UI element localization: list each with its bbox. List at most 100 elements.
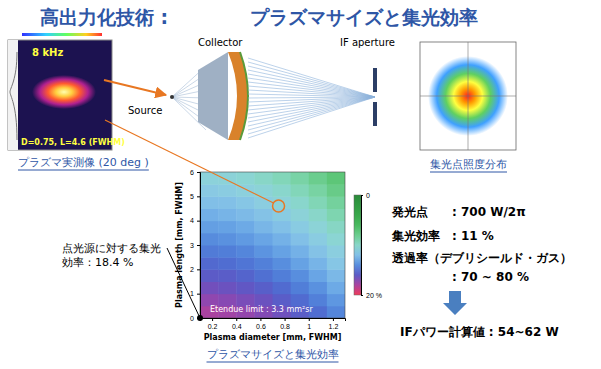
x-axis-line xyxy=(201,319,346,322)
plasma-caption: プラズマ実測像 (20 deg ) xyxy=(18,156,149,169)
y-axis-tick-label: 2 xyxy=(190,266,194,273)
heatmap-cell xyxy=(291,172,310,185)
heatmap-cell xyxy=(236,221,255,234)
y-axis-tick-label: 0 xyxy=(190,315,194,322)
heatmap-cell xyxy=(327,196,345,209)
y-axis-tick-label: 4 xyxy=(190,217,194,224)
heatmap-cell xyxy=(291,196,310,209)
colorbar xyxy=(354,195,361,295)
x-axis-tick-mark xyxy=(212,318,213,321)
y-axis-tick-mark xyxy=(197,269,200,270)
aperture-top xyxy=(373,68,377,92)
heatmap-cell xyxy=(309,196,328,209)
plasma-caption-underline xyxy=(18,170,149,171)
x-axis-tick-label: 0.8 xyxy=(280,323,290,330)
source-label: Source xyxy=(128,105,162,116)
heatmap-cell xyxy=(291,221,310,234)
heatmap-cell xyxy=(236,282,255,295)
x-axis-tick: 0.2 xyxy=(208,318,218,330)
x-axis-title: Plasma diameter [mm, FWHM] xyxy=(204,333,342,342)
chart: 0.20.40.60.811.20123456Plasma diameter [… xyxy=(175,169,382,362)
heatmap-cell xyxy=(273,233,292,246)
heatmap-cell xyxy=(291,209,310,222)
heatmap-cell xyxy=(218,282,237,295)
plasma-frame xyxy=(8,40,112,150)
y-axis: 0123456 xyxy=(190,169,200,322)
focus-ray xyxy=(248,97,375,138)
heatmap-cell xyxy=(273,221,292,234)
aperture-label: IF aperture xyxy=(340,37,395,48)
heatmap-cell xyxy=(254,257,273,270)
heatmap-cell xyxy=(218,172,237,185)
y-axis-tick: 1 xyxy=(190,290,200,297)
heatmap-cell xyxy=(200,245,219,258)
chart-title: プラズマサイズと集光効率 xyxy=(207,348,339,361)
focus-caption: 集光点照度分布 xyxy=(430,158,507,171)
focus-ray xyxy=(248,94,375,97)
y-axis-tick-mark xyxy=(197,196,200,197)
heatmap-cell xyxy=(291,257,310,270)
chart-title-underline xyxy=(207,362,339,363)
title-right: プラズマサイズと集光効率 xyxy=(250,6,478,28)
heatmap-cell xyxy=(309,184,328,197)
heatmap-cell xyxy=(309,245,328,258)
note-line: 効率：18.4 % xyxy=(62,256,133,269)
heatmap-cell xyxy=(254,209,273,222)
heatmap-cell xyxy=(200,269,219,282)
heatmap-cell xyxy=(273,196,292,209)
plasma-profile-curve xyxy=(10,52,17,140)
y-axis-tick-label: 5 xyxy=(190,193,194,200)
title-left: 高出力化技術 : xyxy=(40,6,168,28)
heatmap-cell xyxy=(273,184,292,197)
note-line: 点光源に対する集光 xyxy=(62,242,161,255)
plasma-to-source-arrow xyxy=(104,80,166,95)
plasma-blob xyxy=(32,75,96,109)
heatmap-cell xyxy=(236,257,255,270)
collector-rim xyxy=(240,52,248,140)
x-axis-tick-label: 0.6 xyxy=(256,323,266,330)
heatmap-cell xyxy=(309,172,328,185)
x-axis-tick: 1 xyxy=(307,318,311,330)
heatmap-cell xyxy=(254,172,273,185)
x-axis-tick: 1.2 xyxy=(329,318,339,330)
colorbar-axis-line xyxy=(362,196,364,296)
focus-image xyxy=(420,42,516,150)
focus-ray xyxy=(248,78,375,97)
heatmap-cell xyxy=(327,245,345,258)
focus-ray xyxy=(248,82,375,97)
heatmap-cell xyxy=(273,269,292,282)
focus-ray xyxy=(248,62,375,97)
down-arrow xyxy=(443,291,467,315)
heatmap-cell xyxy=(236,233,255,246)
heatmap-cell xyxy=(309,269,328,282)
y-axis-tick-mark xyxy=(197,294,200,295)
colorbar-axis: 020 % xyxy=(361,192,382,299)
plasma-measurement: D=0.75, L=4.6 (FWHM) xyxy=(21,138,125,147)
heatmap-cell xyxy=(254,233,273,246)
heatmap-cell xyxy=(200,172,219,185)
y-axis-tick: 6 xyxy=(190,169,200,176)
result-label: 集光効率 xyxy=(391,229,440,243)
heatmap-cell xyxy=(291,184,310,197)
heatmap-cell xyxy=(327,184,345,197)
heatmap-cell xyxy=(273,282,292,295)
heatmap-cell xyxy=(218,269,237,282)
heatmap-cell xyxy=(309,221,328,234)
heatmap-cell xyxy=(200,233,219,246)
focus-ray xyxy=(248,70,375,97)
result-label: 透過率（デブリシールド・ガス） xyxy=(391,251,572,265)
heatmap-cell xyxy=(200,184,219,197)
heatmap-cell xyxy=(236,172,255,185)
x-axis-tick-mark xyxy=(236,318,237,321)
heatmap-cell xyxy=(218,184,237,197)
heatmap-cell xyxy=(273,172,292,185)
colorbar-tick-mark xyxy=(361,295,363,296)
heatmap-cell xyxy=(291,269,310,282)
colorbar-tick-label: 0 xyxy=(366,192,370,199)
colorbar-tick: 0 xyxy=(361,192,370,199)
y-axis-tick: 5 xyxy=(190,193,200,200)
focus-ray xyxy=(248,58,375,97)
y-axis-tick-mark xyxy=(197,245,200,246)
heatmap-cell xyxy=(218,233,237,246)
x-axis-tick: 0.4 xyxy=(232,318,242,330)
